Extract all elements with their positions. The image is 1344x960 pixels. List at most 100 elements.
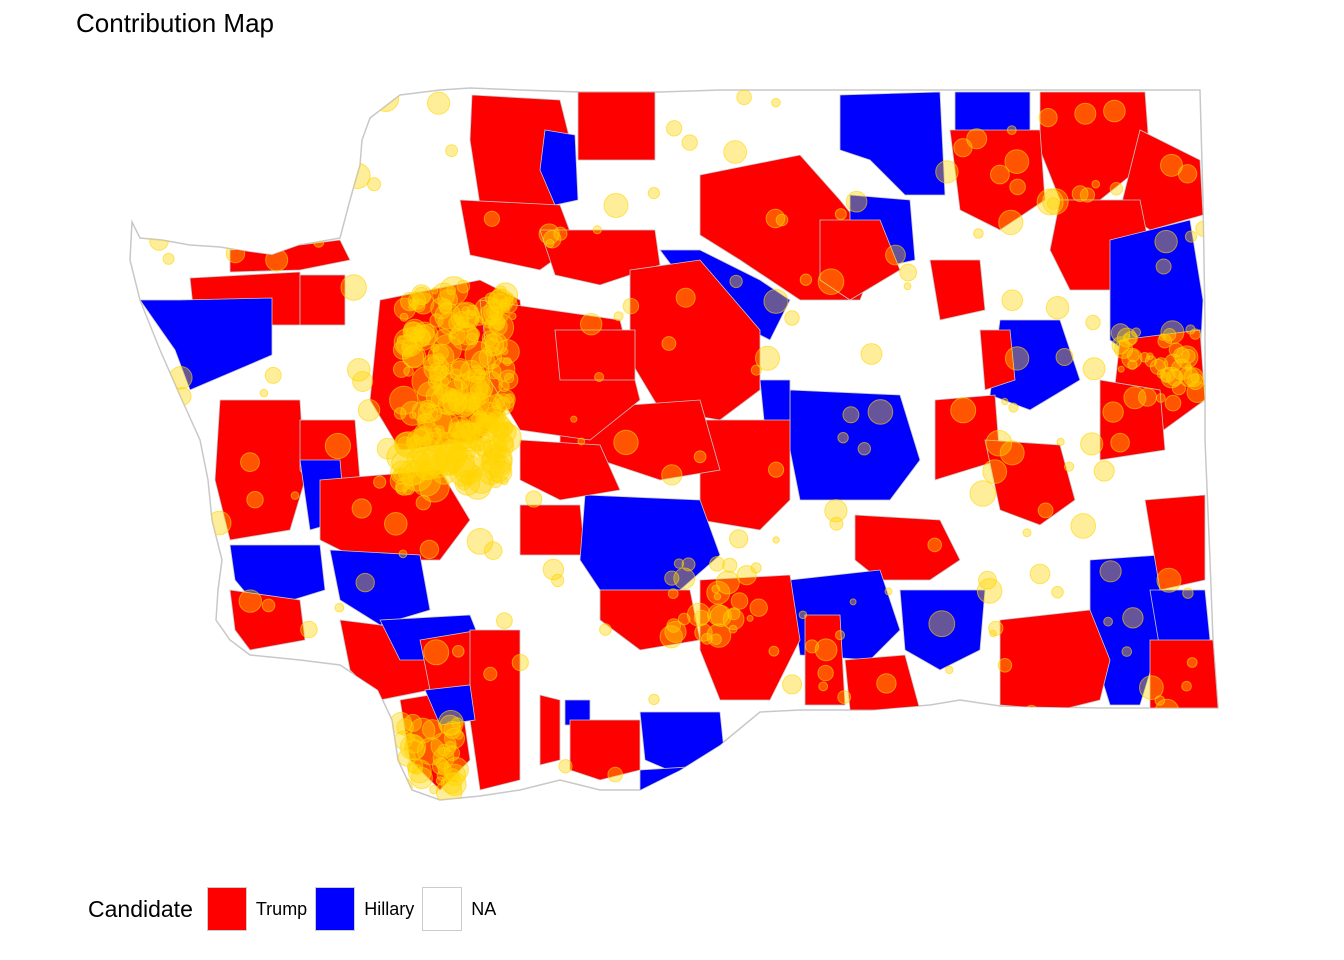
contribution-marker: [432, 344, 449, 362]
contribution-marker: [452, 645, 465, 658]
contribution-marker: [1110, 323, 1131, 343]
contribution-marker: [390, 460, 415, 485]
contribution-marker: [1195, 220, 1212, 237]
zip-region: [554, 329, 636, 381]
contribution-marker: [503, 372, 515, 384]
zip-region: [789, 389, 921, 501]
contribution-marker: [134, 363, 150, 380]
zip-region: [599, 589, 701, 651]
contribution-marker: [768, 461, 785, 478]
contribution-marker: [798, 610, 808, 620]
contribution-marker: [344, 162, 371, 190]
contribution-marker: [818, 681, 829, 692]
contribution-marker: [251, 216, 264, 229]
contribution-marker: [817, 268, 845, 296]
contribution-marker: [829, 516, 844, 531]
contribution-marker: [1004, 346, 1030, 371]
contribution-marker: [950, 397, 977, 424]
contribution-marker: [1070, 513, 1096, 539]
contribution-marker: [1036, 188, 1064, 216]
contribution-marker: [842, 406, 860, 424]
contribution-marker: [694, 623, 713, 642]
contribution-marker: [437, 743, 451, 757]
contribution-marker: [246, 491, 264, 509]
contribution-marker: [480, 333, 505, 357]
contribution-marker: [435, 425, 445, 435]
zip-region: [819, 219, 901, 301]
contribution-marker: [287, 722, 303, 738]
contribution-marker: [1155, 393, 1166, 403]
contribution-marker: [1079, 187, 1096, 203]
contribution-marker: [837, 690, 852, 704]
contribution-marker: [1164, 353, 1183, 372]
contribution-marker: [1065, 754, 1092, 781]
contribution-marker: [845, 190, 868, 213]
contribution-marker: [837, 432, 849, 444]
contribution-marker: [495, 339, 520, 365]
contribution-marker: [134, 468, 152, 486]
contribution-marker: [468, 468, 495, 494]
contribution-marker: [453, 301, 480, 328]
contribution-marker: [1154, 229, 1178, 254]
contribution-marker: [665, 120, 683, 137]
contribution-marker: [876, 673, 897, 694]
contribution-marker: [1064, 461, 1075, 472]
contribution-marker: [488, 319, 502, 333]
contribution-marker: [817, 664, 834, 682]
contribution-marker: [451, 717, 463, 729]
contribution-marker: [489, 317, 508, 336]
contribution-marker: [648, 693, 660, 706]
contribution-marker: [713, 592, 722, 601]
contribution-marker: [373, 475, 387, 489]
contribution-marker: [577, 437, 586, 446]
contribution-marker: [396, 335, 406, 345]
zip-region: [854, 514, 961, 581]
legend-swatch-na: [422, 887, 463, 931]
legend-swatch-hillary: [315, 887, 356, 931]
contribution-marker: [1181, 348, 1196, 364]
legend-title: Candidate: [88, 895, 193, 922]
contribution-marker: [442, 772, 467, 796]
contribution-marker: [1074, 102, 1097, 125]
contribution-marker: [366, 747, 382, 763]
contribution-marker: [398, 549, 408, 559]
contribution-marker: [340, 274, 367, 301]
contribution-marker: [488, 288, 514, 314]
contribution-marker: [969, 480, 997, 507]
contribution-marker: [1093, 460, 1115, 482]
contribution-marker: [982, 459, 1008, 485]
contribution-marker: [483, 210, 500, 227]
contribution-marker: [433, 353, 445, 365]
contribution-marker: [729, 529, 749, 549]
contribution-marker: [1127, 359, 1138, 370]
contribution-marker: [1055, 348, 1074, 366]
contribution-marker: [484, 292, 498, 305]
contribution-marker: [1008, 402, 1019, 413]
contribution-marker: [435, 776, 445, 786]
contribution-marker: [460, 394, 479, 413]
contribution-marker: [408, 434, 423, 450]
contribution-marker: [1064, 735, 1078, 749]
contribution-marker: [1080, 432, 1104, 456]
contribution-marker: [1138, 387, 1157, 407]
contribution-marker: [989, 629, 997, 638]
contribution-marker: [868, 715, 880, 728]
contribution-marker: [834, 630, 846, 641]
legend-label-hillary: Hillary: [364, 898, 415, 919]
contribution-marker: [1121, 646, 1133, 657]
contribution-marker: [446, 285, 457, 296]
contribution-marker: [355, 572, 375, 593]
zip-region: [469, 629, 521, 791]
contribution-marker: [736, 565, 757, 586]
contribution-marker: [334, 602, 345, 613]
contribution-marker: [580, 313, 603, 336]
contribution-marker: [893, 767, 921, 795]
contribution-marker: [134, 433, 147, 446]
contribution-marker: [1162, 328, 1177, 342]
contribution-marker: [149, 231, 169, 251]
contribution-marker: [710, 633, 722, 646]
contribution-marker: [238, 589, 263, 613]
contribution-marker: [419, 539, 440, 560]
zip-region: [329, 549, 431, 626]
contribution-marker: [661, 336, 677, 351]
